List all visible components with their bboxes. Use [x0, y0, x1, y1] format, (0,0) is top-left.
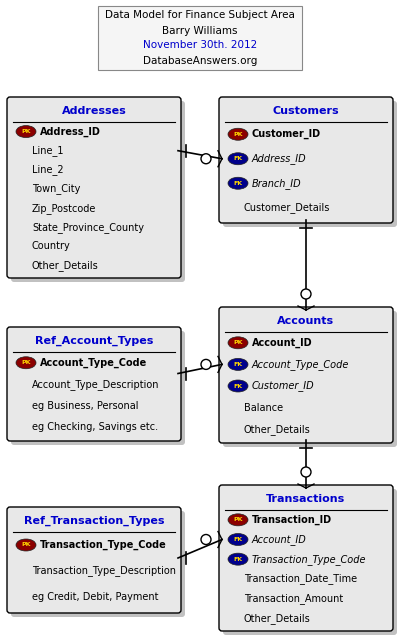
Text: Ref_Account_Types: Ref_Account_Types — [35, 336, 153, 346]
Ellipse shape — [227, 380, 247, 392]
Text: Address_ID: Address_ID — [40, 127, 101, 137]
Text: eg Checking, Savings etc.: eg Checking, Savings etc. — [32, 422, 158, 432]
Text: Transaction_Amount: Transaction_Amount — [243, 593, 342, 604]
Text: Account_ID: Account_ID — [251, 534, 306, 545]
Ellipse shape — [227, 128, 247, 140]
Text: Line_2: Line_2 — [32, 164, 63, 175]
FancyBboxPatch shape — [11, 331, 184, 445]
Text: Transaction_Date_Time: Transaction_Date_Time — [243, 573, 356, 584]
FancyBboxPatch shape — [98, 6, 301, 70]
Text: PK: PK — [21, 129, 30, 134]
FancyBboxPatch shape — [219, 307, 392, 443]
FancyBboxPatch shape — [7, 97, 180, 278]
Text: DatabaseAnswers.org: DatabaseAnswers.org — [142, 56, 257, 65]
Ellipse shape — [227, 553, 247, 565]
Text: eg Business, Personal: eg Business, Personal — [32, 401, 138, 411]
Circle shape — [200, 360, 211, 369]
Text: Account_Type_Code: Account_Type_Code — [251, 359, 348, 370]
Text: eg Credit, Debit, Payment: eg Credit, Debit, Payment — [32, 592, 158, 602]
Text: PK: PK — [233, 132, 242, 137]
FancyBboxPatch shape — [7, 507, 180, 613]
Text: Customer_ID: Customer_ID — [251, 129, 320, 140]
FancyBboxPatch shape — [219, 97, 392, 223]
Text: Addresses: Addresses — [61, 106, 126, 116]
Text: Branch_ID: Branch_ID — [251, 178, 301, 189]
Text: Account_ID: Account_ID — [251, 338, 312, 348]
Circle shape — [300, 467, 310, 477]
Text: State_Province_County: State_Province_County — [32, 221, 144, 233]
Circle shape — [300, 289, 310, 299]
Ellipse shape — [227, 514, 247, 526]
Text: Customer_Details: Customer_Details — [243, 202, 330, 213]
Text: PK: PK — [21, 543, 30, 547]
Text: Account_Type_Code: Account_Type_Code — [40, 358, 147, 368]
FancyBboxPatch shape — [7, 327, 180, 441]
FancyBboxPatch shape — [11, 101, 184, 282]
FancyBboxPatch shape — [11, 511, 184, 617]
Ellipse shape — [227, 534, 247, 545]
Text: Transaction_Type_Code: Transaction_Type_Code — [40, 540, 166, 550]
Ellipse shape — [227, 337, 247, 349]
Text: Transaction_ID: Transaction_ID — [251, 515, 331, 525]
Ellipse shape — [227, 153, 247, 164]
Text: Account_Type_Description: Account_Type_Description — [32, 379, 159, 390]
Ellipse shape — [16, 539, 36, 551]
Text: November 30th. 2012: November 30th. 2012 — [142, 40, 257, 51]
Text: Zip_Postcode: Zip_Postcode — [32, 203, 96, 214]
Circle shape — [200, 154, 211, 164]
FancyBboxPatch shape — [223, 101, 396, 227]
Text: Transaction_Type_Description: Transaction_Type_Description — [32, 566, 176, 577]
FancyBboxPatch shape — [219, 485, 392, 631]
Text: Customer_ID: Customer_ID — [251, 381, 314, 392]
Text: Other_Details: Other_Details — [32, 260, 99, 271]
Text: Barry Williams: Barry Williams — [162, 26, 237, 35]
Text: PK: PK — [233, 517, 242, 522]
FancyBboxPatch shape — [223, 311, 396, 447]
Ellipse shape — [16, 125, 36, 138]
Text: Line_1: Line_1 — [32, 145, 63, 156]
Ellipse shape — [227, 358, 247, 371]
Text: Country: Country — [32, 241, 71, 252]
Text: Data Model for Finance Subject Area: Data Model for Finance Subject Area — [105, 10, 294, 20]
Text: Other_Details: Other_Details — [243, 612, 310, 623]
Text: FK: FK — [233, 537, 242, 542]
Text: FK: FK — [233, 180, 242, 186]
Circle shape — [200, 534, 211, 545]
Text: Transaction_Type_Code: Transaction_Type_Code — [251, 554, 366, 564]
Text: Accounts: Accounts — [277, 316, 334, 326]
Text: Customers: Customers — [272, 106, 338, 116]
Text: Address_ID: Address_ID — [251, 154, 306, 164]
Text: FK: FK — [233, 156, 242, 161]
Text: Ref_Transaction_Types: Ref_Transaction_Types — [24, 516, 164, 526]
Text: PK: PK — [233, 340, 242, 346]
Text: Balance: Balance — [243, 403, 282, 413]
Ellipse shape — [227, 177, 247, 189]
Text: PK: PK — [21, 360, 30, 365]
Text: FK: FK — [233, 557, 242, 562]
Text: FK: FK — [233, 383, 242, 388]
Text: Transactions: Transactions — [266, 494, 345, 504]
FancyBboxPatch shape — [223, 489, 396, 635]
Text: Other_Details: Other_Details — [243, 424, 310, 435]
Text: Town_City: Town_City — [32, 184, 80, 195]
Text: FK: FK — [233, 362, 242, 367]
Ellipse shape — [16, 356, 36, 369]
